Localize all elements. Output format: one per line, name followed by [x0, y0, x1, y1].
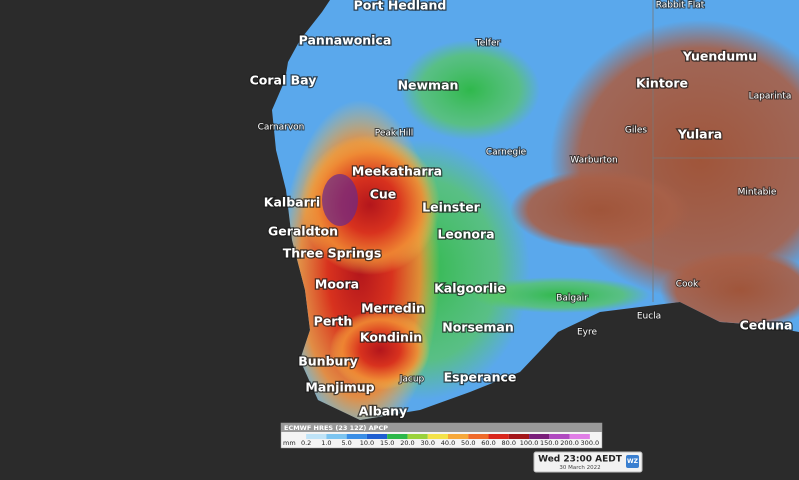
place: Warburton — [570, 156, 617, 166]
place: Perth — [314, 314, 353, 329]
place: Geraldton — [268, 224, 338, 239]
legend-swatch — [569, 434, 590, 439]
place: Laparinta — [749, 92, 792, 102]
legend-label: 60.0 — [481, 439, 495, 447]
legend-label: 10.0 — [360, 439, 374, 447]
place: Peak Hill — [375, 129, 414, 139]
legend-label: 0.2 — [301, 439, 311, 447]
legend-header — [281, 423, 602, 432]
legend-label: 30.0 — [420, 439, 434, 447]
legend-label: 150.0 — [540, 439, 559, 447]
place: Cue — [370, 187, 397, 202]
place: Three Springs — [283, 246, 382, 261]
place: Rabbit Flat — [656, 1, 705, 11]
place: Kintore — [636, 76, 688, 91]
place: Bunbury — [298, 354, 358, 369]
timestamp: Wed 23:00 AEDT 30 March 2022 WZ — [533, 451, 643, 473]
place: Kondinin — [360, 330, 422, 345]
place: Coral Bay — [250, 73, 317, 88]
place: Carnegie — [486, 148, 527, 158]
legend-label: 300.0 — [581, 439, 600, 447]
timestamp-box — [533, 451, 643, 473]
place: Newman — [398, 78, 459, 93]
place: Merredin — [361, 301, 425, 316]
legend-label: 200.0 — [560, 439, 579, 447]
land — [272, 0, 799, 420]
legend-swatch — [366, 434, 388, 439]
legend-swatch — [468, 434, 489, 439]
place: Yuendumu — [682, 49, 757, 64]
place: Cook — [676, 280, 699, 290]
legend-label: 5.0 — [341, 439, 351, 447]
timestamp-time: Wed 23:00 AEDT — [538, 455, 623, 465]
place: Port Hedland — [354, 0, 447, 13]
logo-box — [626, 455, 639, 468]
place: Giles — [625, 126, 648, 136]
place: Meekatharra — [352, 164, 442, 179]
place: Jacup — [399, 375, 425, 385]
legend-swatch — [346, 434, 367, 439]
place: Norseman — [442, 320, 514, 335]
legend: ECMWF HRES (23 12Z) APCP mm 0.2 1.0 5.0 10.… — [280, 422, 603, 449]
legend-label: 100.0 — [520, 439, 539, 447]
place: Ceduna — [740, 318, 793, 333]
legend-swatch — [508, 434, 530, 439]
place: Balgair — [556, 294, 588, 304]
place: Eyre — [577, 328, 598, 338]
place: Yulara — [677, 127, 722, 142]
legend-swatch — [529, 434, 550, 439]
place: Moora — [315, 277, 359, 292]
place: Eucla — [637, 312, 661, 322]
place: Mintabie — [738, 188, 777, 198]
place: Pannawonica — [299, 33, 392, 48]
place: Carnarvon — [258, 123, 305, 133]
legend-swatch — [407, 434, 428, 439]
place: Leinster — [422, 200, 481, 215]
place: Esperance — [444, 370, 517, 385]
legend-swatch — [387, 434, 408, 439]
legend-label: 1.0 — [321, 439, 331, 447]
legend-swatch — [488, 434, 509, 439]
place-labels: Port Hedland Rabbit Flat Pannawonica Tel… — [248, 0, 793, 420]
legend-label: 40.0 — [441, 439, 455, 447]
place: Manjimup — [305, 380, 374, 395]
legend-label: 50.0 — [461, 439, 475, 447]
legend-label: 15.0 — [380, 439, 394, 447]
place: Kalbarri — [264, 195, 320, 210]
logo: WZ — [627, 458, 639, 465]
place: Kalgoorlie — [434, 281, 506, 296]
legend-title: ECMWF HRES (23 12Z) APCP — [284, 424, 388, 432]
legend-label: 20.0 — [400, 439, 414, 447]
legend-swatch — [448, 434, 469, 439]
timestamp-date: 30 March 2022 — [559, 465, 600, 471]
place: Telfer — [475, 39, 501, 49]
legend-swatch — [549, 434, 570, 439]
legend-swatch — [427, 434, 448, 439]
place: Leonora — [437, 227, 494, 242]
legend-unit: mm — [283, 439, 296, 447]
legend-swatch — [306, 434, 327, 439]
legend-swatch — [326, 434, 347, 439]
legend-label: 80.0 — [502, 439, 516, 447]
place: Albany — [359, 404, 407, 419]
